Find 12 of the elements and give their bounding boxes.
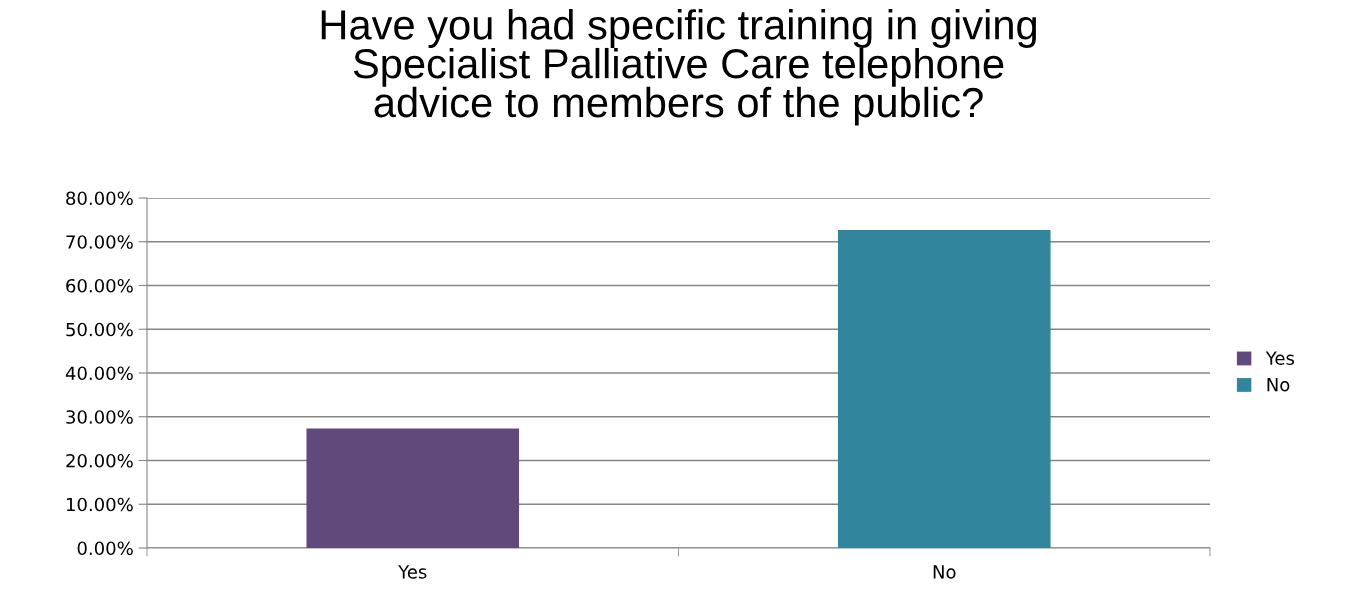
chart-title: Have you had specific training in giving Specialist Palliative Care telephone advice to members of the public?: [321, 9, 1036, 126]
y-tick-label: 70.00%: [66, 235, 133, 249]
y-tick-label: 10.00%: [66, 497, 133, 512]
y-tick-label: 0.00%: [77, 541, 133, 556]
y-tick-label: 50.00%: [66, 322, 133, 337]
legend-label: Yes: [1265, 351, 1295, 365]
y-tick-label: 30.00%: [66, 410, 133, 424]
y-tick-label: 40.00%: [65, 366, 133, 381]
y-tick-label: 20.00%: [66, 453, 133, 468]
y-tick-label: 60.00%: [66, 278, 133, 293]
legend-label: No: [1267, 378, 1290, 392]
y-tick-label: 80.00%: [66, 191, 133, 206]
